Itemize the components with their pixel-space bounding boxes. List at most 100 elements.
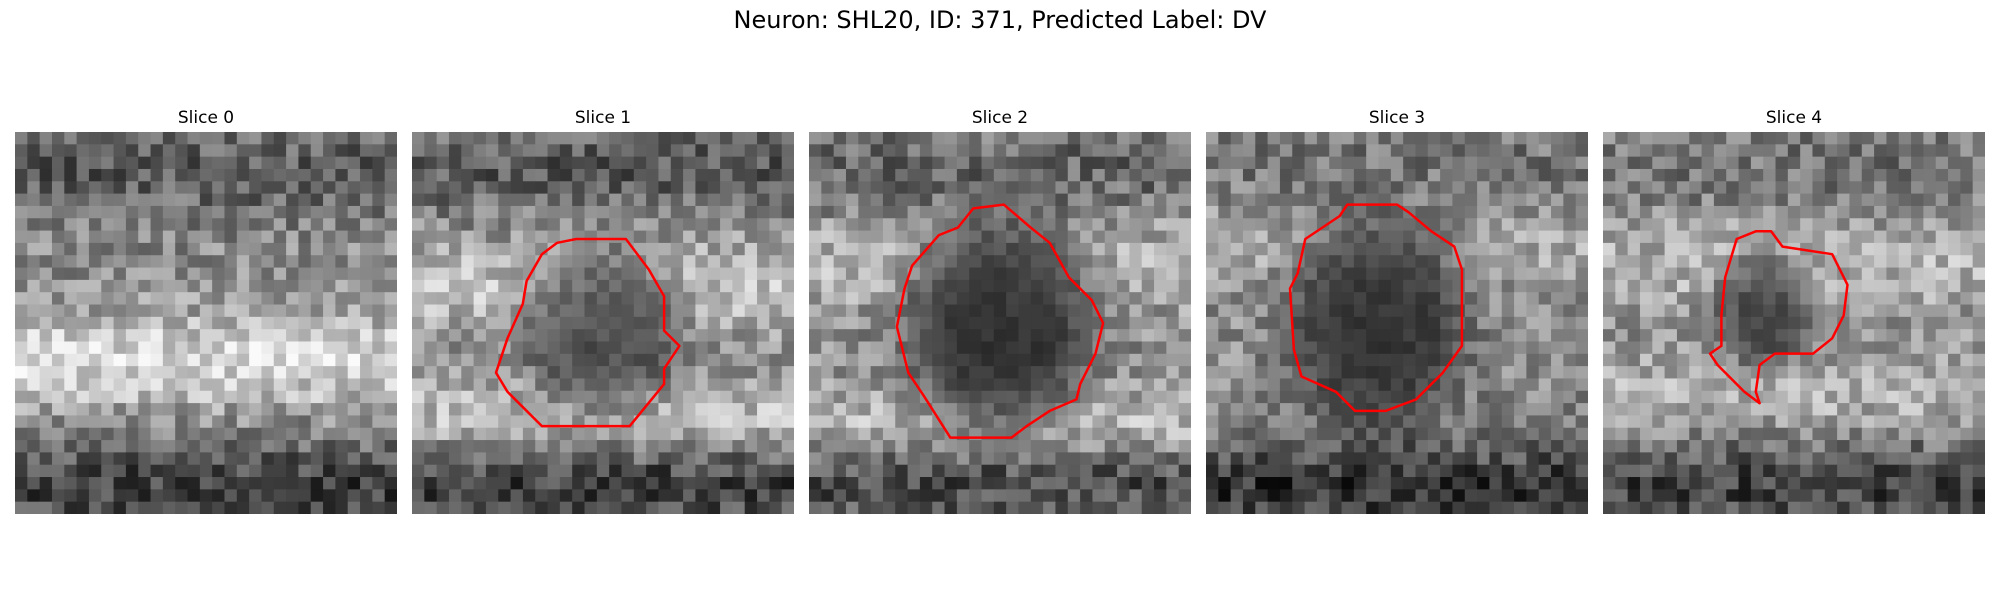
pixel-cell [1812,193,1826,207]
pixel-cell [39,304,53,318]
pixel-cell [1775,205,1789,219]
pixel-cell [658,255,672,269]
pixel-cell [1378,390,1392,404]
pixel-cell [1230,181,1244,195]
pixel-cell [1652,132,1666,145]
pixel-cell [1787,316,1801,330]
pixel-cell [1304,316,1318,330]
pixel-cell [88,464,102,478]
pixel-cell [1849,353,1863,367]
pixel-cell [436,390,450,404]
pixel-cell [286,292,300,306]
pixel-cell [1030,427,1044,441]
pixel-cell [1104,279,1118,293]
pixel-cell [882,390,896,404]
pixel-cell [1689,353,1703,367]
pixel-cell [76,390,90,404]
pixel-cell [335,366,349,380]
pixel-cell [572,440,586,453]
pixel-cell [224,267,238,281]
pixel-cell [944,255,958,269]
pixel-cell [1279,267,1293,281]
pixel-cell [1972,279,1985,293]
pixel-cell [670,403,684,417]
pixel-cell [298,477,312,490]
pixel-cell [1501,132,1515,145]
pixel-cell [956,378,970,392]
pixel-cell [1575,464,1588,478]
pixel-cell [1080,279,1094,293]
pixel-cell [1067,156,1081,170]
pixel-cell [809,329,822,343]
pixel-cell [1787,205,1801,219]
pixel-cell [1664,415,1678,429]
pixel-cell [932,341,946,355]
pixel-cell [658,427,672,441]
pixel-cell [1366,452,1380,466]
pixel-cell [670,378,684,392]
pixel-cell [809,390,822,404]
pixel-cell [150,403,164,417]
pixel-cell [424,292,438,306]
pixel-cell [646,316,660,330]
pixel-cell [1514,156,1527,170]
pixel-cell [125,366,139,380]
pixel-cell [101,477,115,490]
pixel-cell [882,255,896,269]
pixel-cell [919,341,933,355]
pixel-cell [1206,181,1219,195]
pixel-cell [1911,366,1924,380]
pixel-cell [1738,156,1752,170]
pixel-cell [633,390,647,404]
pixel-cell [732,230,746,244]
pixel-cell [88,181,102,195]
pixel-cell [1726,193,1740,207]
pixel-cell [51,378,65,392]
pixel-cell [1415,366,1429,380]
pixel-cell [150,489,164,503]
pixel-cell [845,144,859,158]
pixel-cell [757,501,770,514]
pixel-cell [1154,144,1167,158]
pixel-cell [1837,489,1851,503]
pixel-cell [236,292,250,306]
pixel-cell [646,378,660,392]
pixel-cell [335,267,349,281]
pixel-cell [1701,218,1715,232]
pixel-cell [1255,477,1269,490]
pixel-cell [249,132,263,145]
pixel-cell [1676,218,1690,232]
pixel-cell [1514,267,1527,281]
pixel-cell [412,341,425,355]
pixel-cell [113,366,127,380]
pixel-cell [1713,464,1727,478]
pixel-cell [125,403,139,417]
pixel-cell [547,218,561,232]
pixel-cell [1154,181,1167,195]
pixel-cell [1538,477,1552,490]
pixel-cell [1427,193,1441,207]
pixel-cell [1477,144,1491,158]
pixel-cell [298,267,312,281]
pixel-cell [212,132,226,145]
pixel-cell [113,156,127,170]
pixel-cell [621,403,635,417]
pixel-cell [1415,415,1429,429]
pixel-cell [249,292,263,306]
pixel-cell [981,464,995,478]
pixel-cell [125,316,139,330]
pixel-cell [1055,230,1069,244]
pixel-cell [1178,230,1191,244]
pixel-cell [249,242,263,256]
pixel-cell [1701,156,1715,170]
pixel-cell [1292,144,1306,158]
pixel-cell [310,489,324,503]
pixel-cell [473,440,487,453]
pixel-cell [535,464,549,478]
pixel-cell [1218,427,1232,441]
pixel-cell [1030,341,1044,355]
pixel-cell [448,279,462,293]
pixel-cell [1526,292,1540,306]
pixel-cell [1664,292,1678,306]
pixel-cell [138,464,152,478]
